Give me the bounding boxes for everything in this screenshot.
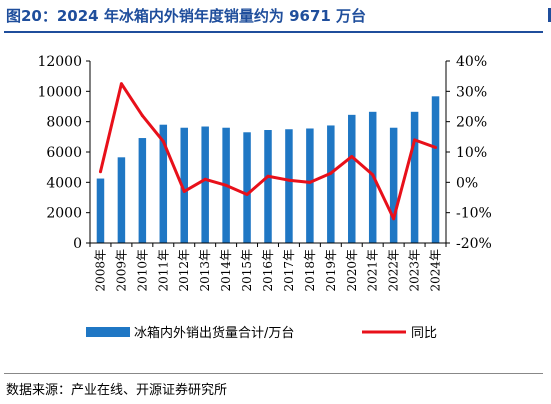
y-right-tick-label: -10% — [456, 206, 492, 222]
edge-mark — [548, 8, 551, 22]
source-rule — [4, 373, 543, 374]
x-tick-labels: 2008年 2009年 2010年 2011年 2012年 2013年 2014年 2015年… — [93, 249, 442, 292]
yoy-point-2011年 — [161, 139, 165, 143]
x-tick-label: 2011年 — [156, 249, 170, 292]
bar-2011年 — [159, 124, 168, 243]
y-right-tick-label: 40% — [456, 54, 487, 70]
y-left-tick-label: 4000 — [46, 175, 82, 191]
bar-2015年 — [243, 132, 251, 243]
bar-2017年 — [285, 129, 293, 243]
y-right-ticks: -20% -10% 0% 10% 20% 30% 40% — [446, 54, 492, 252]
yoy-point-2012年 — [182, 189, 186, 193]
x-tick-label: 2015年 — [240, 249, 254, 292]
bar-2009年 — [117, 157, 126, 243]
x-tick-label: 2014年 — [219, 249, 233, 292]
x-tick-label: 2009年 — [114, 249, 128, 292]
bar-2013年 — [201, 126, 209, 243]
yoy-point-2021年 — [371, 173, 375, 177]
x-tick-label: 2010年 — [135, 249, 149, 292]
y-right-tick-label: 10% — [456, 145, 487, 161]
bar-2024年 — [431, 96, 440, 243]
x-tick-label: 2016年 — [261, 249, 275, 292]
y-left-tick-label: 10000 — [37, 84, 82, 100]
yoy-point-2008年 — [98, 170, 102, 174]
y-right-tick-label: 20% — [456, 115, 487, 131]
yoy-point-2019年 — [329, 171, 333, 175]
x-tick-label: 2021年 — [366, 249, 380, 292]
title-rule — [4, 31, 543, 33]
yoy-point-2013年 — [203, 177, 207, 181]
y-right-tick-label: 0% — [456, 175, 478, 191]
y-left-tick-label: 6000 — [46, 145, 82, 161]
bar-2016年 — [264, 130, 272, 243]
bar-2023年 — [410, 111, 419, 243]
x-tick-label: 2008年 — [93, 249, 107, 292]
x-tick-label: 2017年 — [282, 249, 296, 292]
bar-2019年 — [327, 125, 335, 243]
x-tick-label: 2023年 — [408, 249, 422, 292]
chart-title: 图20：2024 年冰箱内外销年度销量约为 9671 万台 — [6, 7, 367, 25]
x-tick-label: 2020年 — [345, 249, 359, 292]
bar-2010年 — [138, 138, 147, 243]
source-note: 数据来源：产业在线、开源证券研究所 — [6, 383, 228, 398]
legend: 冰箱内外销出货量合计/万台 同比 — [86, 325, 437, 341]
legend-line-label: 同比 — [411, 326, 437, 341]
legend-bar-swatch — [86, 327, 130, 337]
yoy-point-2018年 — [308, 180, 312, 184]
bar-2022年 — [389, 127, 398, 243]
x-tick-label: 2012年 — [177, 249, 191, 292]
yoy-point-2017年 — [287, 178, 291, 182]
y-right-tick-label: 30% — [456, 84, 487, 100]
yoy-point-2023年 — [413, 138, 417, 142]
bar-2018年 — [306, 128, 314, 243]
yoy-point-2014年 — [224, 183, 228, 187]
yoy-point-2016年 — [266, 174, 270, 178]
yoy-point-2020年 — [350, 155, 354, 159]
y-right-tick-label: -20% — [456, 236, 492, 252]
yoy-point-2024年 — [434, 145, 438, 149]
x-tick-label: 2024年 — [429, 249, 443, 292]
chart-svg: 0 2000 4000 6000 8000 10000 12000 -20% -10% 0% 10… — [37, 54, 492, 341]
x-tick-label: 2022年 — [387, 249, 401, 292]
yoy-point-2009年 — [119, 82, 123, 86]
bar-group — [96, 96, 440, 243]
yoy-line-group — [98, 82, 438, 221]
bar-2008年 — [96, 178, 105, 243]
yoy-point-2010年 — [140, 114, 144, 118]
y-left-tick-label: 12000 — [37, 54, 82, 70]
x-tick-label: 2018年 — [303, 249, 317, 292]
bar-2012年 — [180, 127, 188, 243]
x-tick-label: 2013年 — [198, 249, 212, 292]
yoy-point-2022年 — [392, 217, 396, 221]
x-tick-label: 2019年 — [324, 249, 338, 292]
y-left-ticks: 0 2000 4000 6000 8000 10000 12000 — [37, 54, 90, 252]
y-left-tick-label: 8000 — [46, 115, 82, 131]
legend-bar-label: 冰箱内外销出货量合计/万台 — [134, 325, 294, 341]
bar-2020年 — [348, 114, 356, 243]
y-left-tick-label: 2000 — [46, 206, 82, 222]
yoy-point-2015年 — [245, 192, 249, 196]
y-left-tick-label: 0 — [73, 236, 82, 252]
